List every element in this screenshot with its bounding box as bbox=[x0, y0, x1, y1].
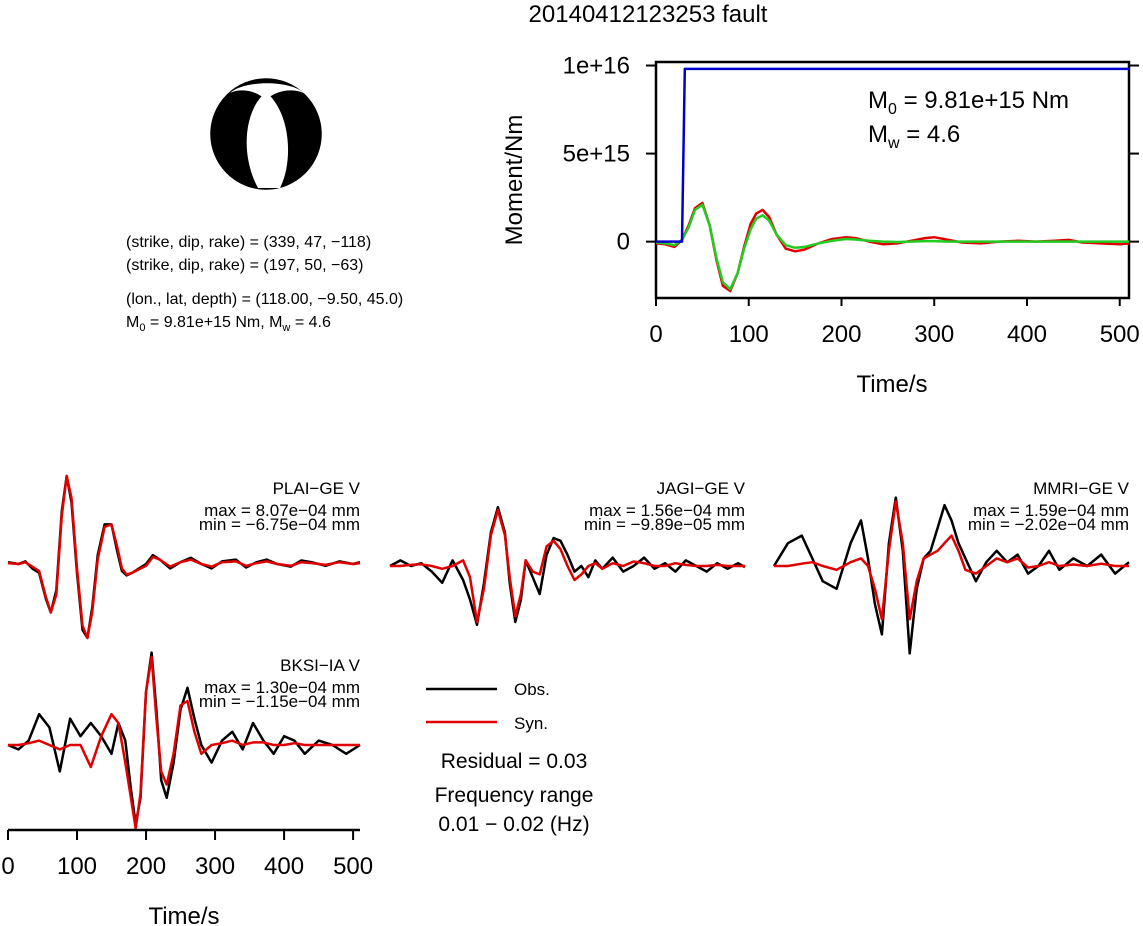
moment-mw-annotation: Mw = 4.6 bbox=[868, 121, 960, 152]
location-depth: (lon., lat, depth) = (118.00, −9.50, 45.… bbox=[126, 291, 403, 308]
station-min: min = −6.75e−04 mm bbox=[199, 515, 360, 534]
waveform-syn-jagi bbox=[390, 508, 745, 624]
moment-xtick-label: 400 bbox=[1007, 321, 1047, 348]
waveform-panel-plai bbox=[7, 474, 361, 640]
waveform-syn-mmri bbox=[774, 500, 1129, 621]
station-min: min = −1.15e−04 mm bbox=[199, 692, 360, 711]
moment-m0-annotation: M0 = 9.81e+15 Nm bbox=[868, 87, 1069, 118]
waveform-panel-bksi bbox=[7, 651, 361, 830]
nodal-plane-1: (strike, dip, rake) = (339, 47, −118) bbox=[126, 234, 371, 251]
page-title: 20140412123253 fault bbox=[529, 1, 768, 28]
frequency-range-label: Frequency range bbox=[435, 784, 594, 807]
moment-xtick-label: 0 bbox=[649, 321, 662, 348]
residual-text: Residual = 0.03 bbox=[441, 750, 588, 773]
moment-ytick-label: 0 bbox=[617, 229, 630, 256]
moment-ytick-label: 1e+16 bbox=[563, 53, 630, 80]
moment-plot-frame bbox=[654, 60, 1131, 300]
moment-xlabel: Time/s bbox=[856, 371, 927, 398]
station-plai-labels: PLAI−GE V max = 8.07e−04 mm min = −6.75e… bbox=[199, 479, 361, 534]
waveform-xtick-label: 100 bbox=[57, 853, 97, 880]
waveform-syn-bksi bbox=[8, 655, 360, 830]
legend-obs-label: Obs. bbox=[514, 680, 550, 699]
moment-xtick-label: 100 bbox=[729, 321, 769, 348]
beachball-dilatation-quadrant bbox=[246, 92, 289, 188]
waveform-syn-plai bbox=[7, 474, 361, 640]
legend-syn-label: Syn. bbox=[514, 714, 548, 733]
focal-mechanism-beachball bbox=[210, 78, 322, 190]
frequency-range-value: 0.01 − 0.02 (Hz) bbox=[438, 813, 589, 836]
beachball-top-lobe bbox=[230, 83, 304, 100]
station-name: JAGI−GE V bbox=[657, 479, 746, 498]
moment-ytick-label: 5e+15 bbox=[563, 141, 630, 168]
station-name: PLAI−GE V bbox=[273, 479, 361, 498]
moment-xtick-label: 500 bbox=[1100, 321, 1140, 348]
waveform-panels bbox=[7, 474, 1130, 830]
moment-xtick-label: 200 bbox=[821, 321, 861, 348]
station-min: min = −9.89e−05 mm bbox=[584, 515, 745, 534]
station-max: max = 8.07e−04 mm bbox=[204, 501, 360, 520]
nodal-plane-2: (strike, dip, rake) = (197, 50, −63) bbox=[126, 257, 363, 274]
station-mmri-labels: MMRI−GE V max = 1.59e−04 mm min = −2.02e… bbox=[968, 479, 1130, 534]
waveform-panel-jagi bbox=[389, 505, 746, 627]
moment-magnitude-line: M0 = 9.81e+15 Nm, Mw = 4.6 bbox=[126, 314, 331, 334]
station-jagi-labels: JAGI−GE V max = 1.56e−04 mm min = −9.89e… bbox=[584, 479, 746, 534]
mechanism-info: (strike, dip, rake) = (339, 47, −118) (s… bbox=[126, 234, 403, 334]
moment-series-green bbox=[655, 203, 1129, 291]
station-max: max = 1.30e−04 mm bbox=[204, 678, 360, 697]
waveform-legend: Obs. Syn. Residual = 0.03 Frequency rang… bbox=[426, 680, 593, 836]
station-bksi-labels: BKSI−IA V max = 1.30e−04 mm min = −1.15e… bbox=[199, 656, 361, 711]
moment-ylabel: Moment/Nm bbox=[501, 115, 528, 246]
waveform-xlabel: Time/s bbox=[148, 903, 219, 926]
waveform-panel-mmri bbox=[772, 496, 1130, 655]
waveform-xtick-label: 500 bbox=[333, 853, 373, 880]
waveform-obs-mmri bbox=[772, 496, 1130, 655]
moment-xtick-label: 300 bbox=[914, 321, 954, 348]
moment-series-blue bbox=[656, 67, 1129, 243]
moment-series-red bbox=[655, 201, 1130, 293]
station-name: MMRI−GE V bbox=[1033, 479, 1130, 498]
waveform-xtick-label: 200 bbox=[126, 853, 166, 880]
waveform-xtick-label: 0 bbox=[1, 853, 14, 880]
waveform-xtick-label: 400 bbox=[264, 853, 304, 880]
station-min: min = −2.02e−04 mm bbox=[968, 515, 1129, 534]
station-max: max = 1.59e−04 mm bbox=[973, 501, 1129, 520]
waveform-obs-jagi bbox=[389, 505, 746, 627]
waveform-xtick-label: 300 bbox=[195, 853, 235, 880]
station-max: max = 1.56e−04 mm bbox=[589, 501, 745, 520]
moment-function-chart: 0 100 200 300 400 500 1e+16 5e+15 0 Moment/Nm Ti… bbox=[501, 53, 1140, 398]
waveform-time-axis: 0 100 200 300 400 500 Time/s bbox=[1, 828, 373, 926]
station-name: BKSI−IA V bbox=[280, 656, 361, 675]
